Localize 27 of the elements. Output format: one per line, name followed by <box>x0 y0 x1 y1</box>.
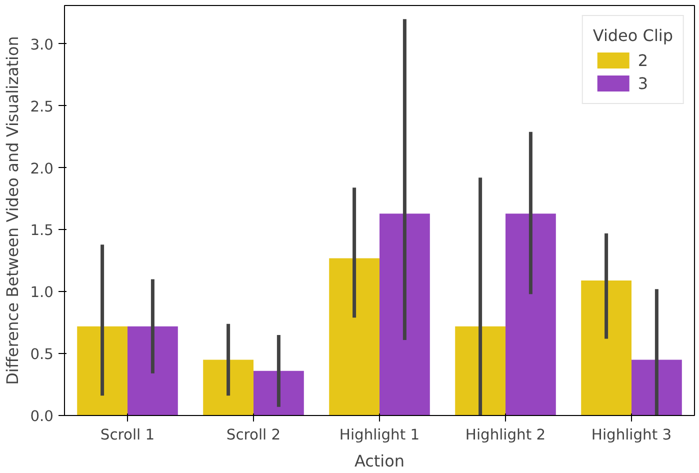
y-tick-label: 0.0 <box>30 408 54 425</box>
bar <box>632 360 682 416</box>
bar <box>329 258 380 416</box>
y-tick-label: 1.5 <box>30 222 54 240</box>
bar <box>455 326 506 416</box>
bar <box>203 360 254 416</box>
x-tick-label: Highlight 3 <box>591 426 672 444</box>
y-tick-label: 2.5 <box>30 98 54 116</box>
x-tick-label: Scroll 1 <box>100 426 155 444</box>
y-tick-label: 3.0 <box>30 36 54 54</box>
bar <box>581 280 632 416</box>
y-tick-label: 0.5 <box>30 346 54 364</box>
x-axis-title: Action <box>354 452 405 470</box>
x-tick-label: Highlight 2 <box>465 426 546 444</box>
bar <box>77 326 128 416</box>
x-tick-label: Scroll 2 <box>226 426 281 444</box>
y-axis-title: Difference Between Video and Visualization <box>3 36 22 385</box>
y-tick-label: 1.0 <box>30 284 54 302</box>
y-tick-label: 2.0 <box>30 160 54 178</box>
legend-title: Video Clip <box>592 26 673 45</box>
x-tick-label: Highlight 1 <box>339 426 420 444</box>
bar <box>380 214 430 416</box>
legend-label: 3 <box>638 74 650 92</box>
bar <box>254 370 304 416</box>
bar <box>506 214 556 416</box>
legend-label: 2 <box>638 50 650 70</box>
bar <box>128 326 178 416</box>
